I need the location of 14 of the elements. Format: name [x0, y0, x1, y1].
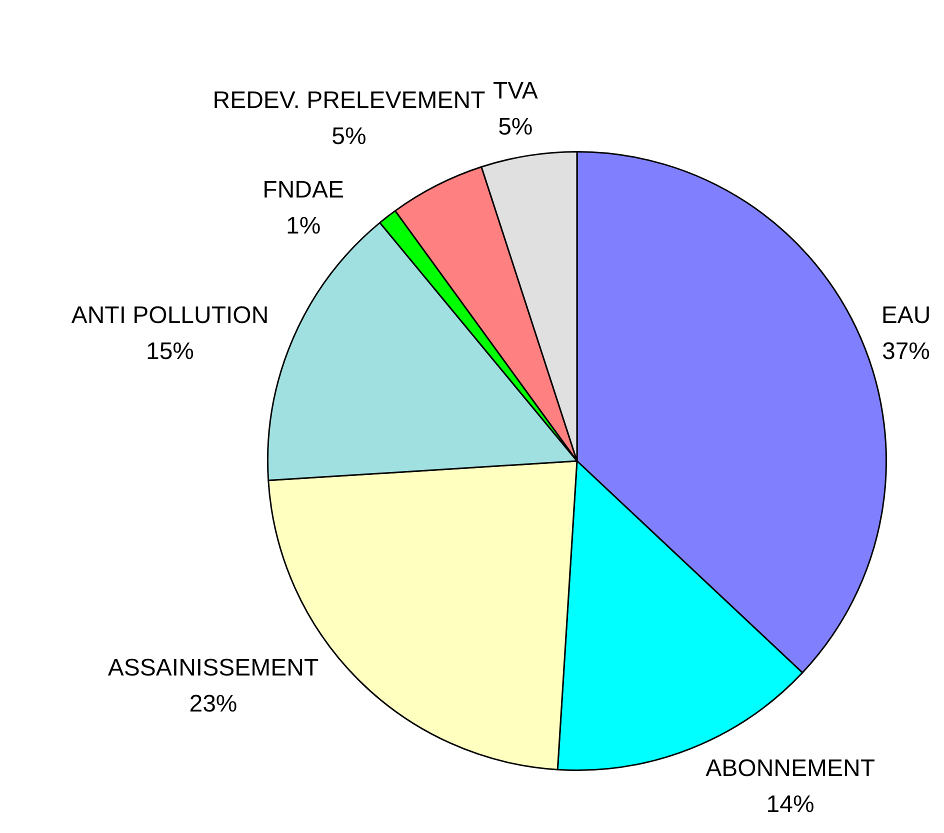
slice-label: ASSAINISSEMENT — [108, 654, 319, 682]
slice-label: EAU — [881, 302, 931, 329]
data-label: 1% — [286, 212, 321, 240]
data-label: 15% — [146, 338, 194, 365]
data-label: 37% — [882, 338, 930, 365]
data-label: 23% — [189, 690, 238, 718]
slice-label: FNDAE — [262, 176, 344, 204]
slice-label: REDEV. PRELEVEMENT — [212, 87, 486, 114]
slice-label: TVA — [492, 78, 538, 105]
slice-label: ABONNEMENT — [706, 755, 876, 782]
data-label: 14% — [766, 791, 814, 818]
data-label: 5% — [498, 114, 533, 141]
data-label: 5% — [332, 123, 366, 150]
slice-label: ANTI POLLUTION — [71, 302, 269, 329]
